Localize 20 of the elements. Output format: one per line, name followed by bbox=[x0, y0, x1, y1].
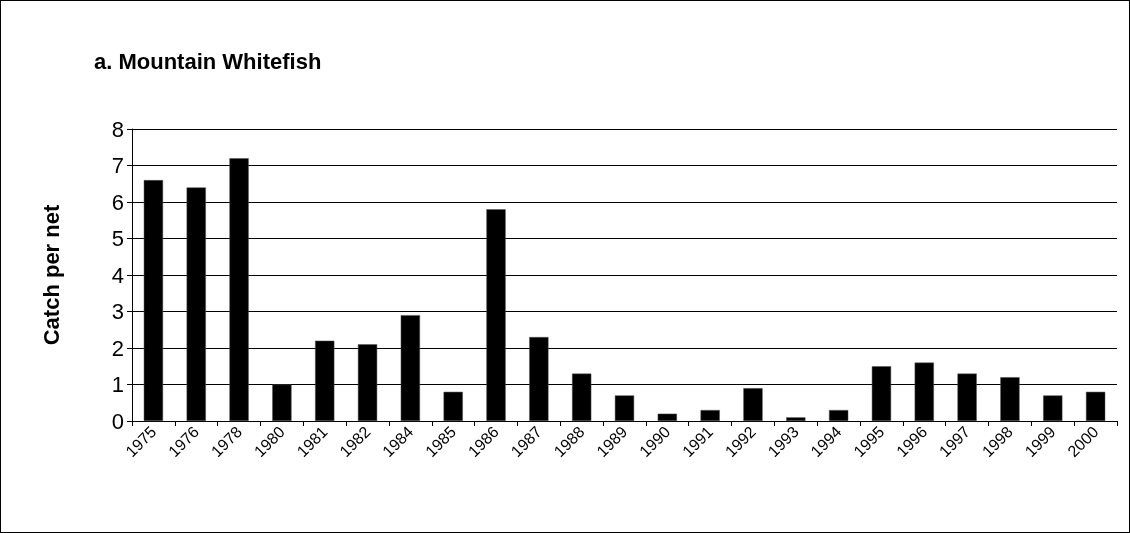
y-tick-label: 4 bbox=[111, 262, 124, 288]
bar bbox=[1043, 395, 1063, 421]
bar bbox=[614, 395, 635, 421]
y-tick-label: 2 bbox=[111, 335, 124, 361]
bar bbox=[443, 391, 463, 421]
y-tick-label: 8 bbox=[111, 116, 124, 142]
bar bbox=[1085, 391, 1106, 421]
y-tick-label: 3 bbox=[111, 299, 124, 324]
y-tick-label: 0 bbox=[111, 408, 124, 434]
y-tick-label: 1 bbox=[111, 372, 124, 397]
chart-title: a. Mountain Whitefish bbox=[94, 48, 322, 74]
y-tick-label: 7 bbox=[111, 153, 124, 178]
bar bbox=[700, 410, 720, 421]
bar bbox=[657, 413, 677, 421]
y-axis-title: Catch per net bbox=[38, 204, 64, 346]
bar bbox=[786, 417, 806, 421]
bar bbox=[828, 410, 849, 421]
y-tick-label: 6 bbox=[111, 189, 124, 215]
bar bbox=[743, 388, 763, 421]
y-tick-label: 5 bbox=[111, 226, 124, 251]
